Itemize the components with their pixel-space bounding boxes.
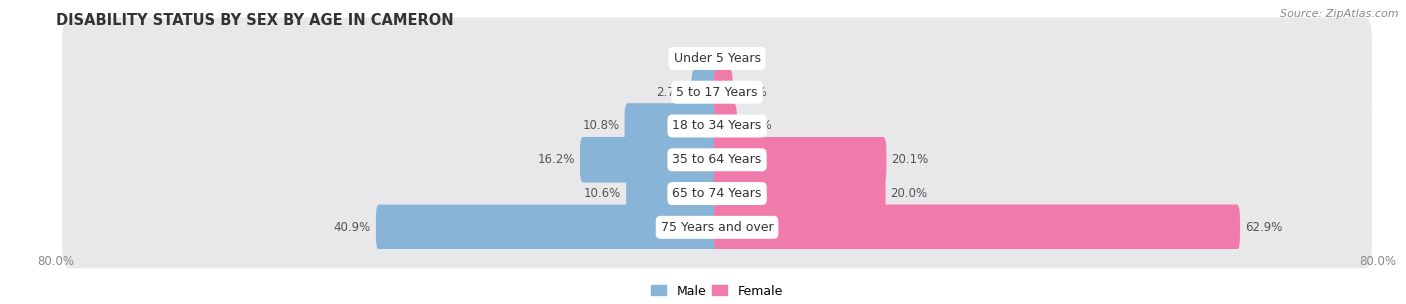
FancyBboxPatch shape xyxy=(714,171,886,216)
Text: 0.0%: 0.0% xyxy=(725,52,755,65)
Text: 10.6%: 10.6% xyxy=(583,187,621,200)
Text: 75 Years and over: 75 Years and over xyxy=(661,221,773,234)
FancyBboxPatch shape xyxy=(62,85,1372,167)
Text: 20.0%: 20.0% xyxy=(890,187,928,200)
Text: 1.5%: 1.5% xyxy=(738,86,768,99)
FancyBboxPatch shape xyxy=(714,137,886,183)
FancyBboxPatch shape xyxy=(626,171,720,216)
FancyBboxPatch shape xyxy=(624,103,720,149)
Text: DISABILITY STATUS BY SEX BY AGE IN CAMERON: DISABILITY STATUS BY SEX BY AGE IN CAMER… xyxy=(56,13,454,28)
Text: 16.2%: 16.2% xyxy=(537,153,575,166)
FancyBboxPatch shape xyxy=(714,103,737,149)
Text: 10.8%: 10.8% xyxy=(582,119,620,133)
Text: 62.9%: 62.9% xyxy=(1244,221,1282,234)
FancyBboxPatch shape xyxy=(714,69,733,115)
Text: 40.9%: 40.9% xyxy=(333,221,371,234)
Text: 2.0%: 2.0% xyxy=(742,119,772,133)
Text: 35 to 64 Years: 35 to 64 Years xyxy=(672,153,762,166)
FancyBboxPatch shape xyxy=(62,186,1372,268)
FancyBboxPatch shape xyxy=(62,18,1372,99)
Text: 0.0%: 0.0% xyxy=(679,52,709,65)
Text: Source: ZipAtlas.com: Source: ZipAtlas.com xyxy=(1281,9,1399,19)
Text: 65 to 74 Years: 65 to 74 Years xyxy=(672,187,762,200)
FancyBboxPatch shape xyxy=(692,69,720,115)
FancyBboxPatch shape xyxy=(62,119,1372,201)
Legend: Male, Female: Male, Female xyxy=(647,280,787,302)
FancyBboxPatch shape xyxy=(714,205,1240,250)
FancyBboxPatch shape xyxy=(375,205,720,250)
Text: 20.1%: 20.1% xyxy=(891,153,928,166)
Text: 18 to 34 Years: 18 to 34 Years xyxy=(672,119,762,133)
Text: 5 to 17 Years: 5 to 17 Years xyxy=(676,86,758,99)
FancyBboxPatch shape xyxy=(579,137,720,183)
Text: Under 5 Years: Under 5 Years xyxy=(673,52,761,65)
Text: 2.7%: 2.7% xyxy=(657,86,686,99)
FancyBboxPatch shape xyxy=(62,153,1372,234)
FancyBboxPatch shape xyxy=(62,51,1372,133)
